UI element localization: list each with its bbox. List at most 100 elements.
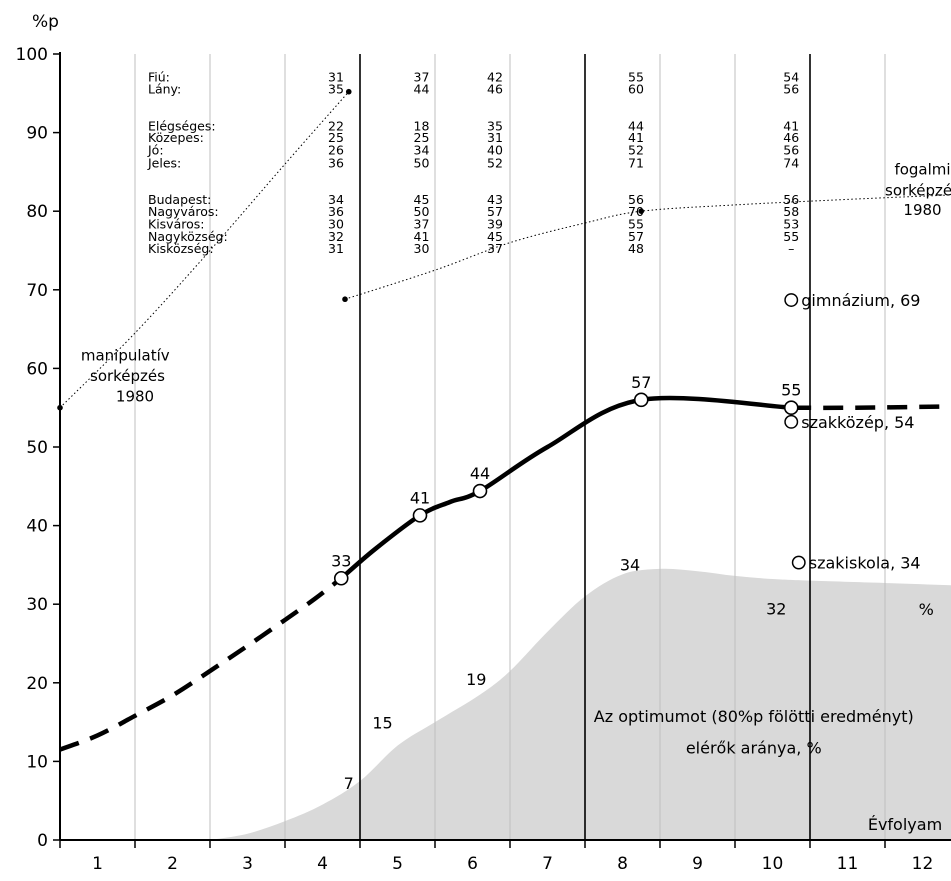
main-series-line (339, 395, 792, 580)
manipulativ-label: sorképzés (90, 367, 165, 385)
main-series-point (472, 483, 488, 499)
table-row-label: Nagyváros: (148, 204, 219, 219)
table-row-label: Budapest: (148, 192, 211, 207)
table-cell: 36 (328, 204, 344, 219)
x-tick-label: 1 (92, 854, 103, 874)
main-series-point (783, 400, 799, 416)
x-tick-label: 8 (617, 854, 628, 874)
optimum-value-label: 32 (766, 599, 786, 618)
y-axis-label: %p (32, 12, 59, 32)
table-cell: 56 (783, 81, 799, 96)
y-tick-label: 0 (37, 831, 48, 851)
x-tick-label: 4 (317, 854, 328, 874)
x-tick-label: 12 (912, 854, 934, 874)
main-series-point (633, 392, 649, 408)
y-tick-label: 30 (26, 595, 48, 615)
main-series-point (333, 570, 349, 586)
x-tick-label: 6 (467, 854, 478, 874)
table-cell: 55 (628, 70, 644, 85)
table-cell: 31 (328, 241, 344, 256)
table-cell: 46 (487, 81, 503, 96)
table-cell: 25 (328, 130, 344, 145)
table-cell: – (788, 241, 794, 256)
x-tick-label: 9 (692, 854, 703, 874)
table-cell: 37 (414, 217, 430, 232)
main-series-value-label: 57 (631, 373, 651, 392)
table-cell: 55 (628, 217, 644, 232)
table-cell: 43 (487, 192, 503, 207)
table-cell: 30 (328, 217, 344, 232)
table-row-label: Jeles: (147, 155, 181, 170)
table-cell: 35 (487, 118, 503, 133)
table-cell: 50 (414, 155, 430, 170)
manipulativ-point (345, 88, 352, 95)
table-cell: 45 (487, 229, 503, 244)
main-series-value-label: 33 (331, 551, 351, 570)
x-tick-label: 5 (392, 854, 403, 874)
optimum-value-label: % (919, 600, 934, 619)
table-cell: 41 (628, 130, 644, 145)
fogalmi-label: fogalmi (894, 160, 950, 178)
table-cell: 30 (414, 241, 430, 256)
table-cell: 41 (414, 229, 430, 244)
table-cell: 40 (487, 143, 503, 158)
table-cell: 35 (328, 81, 344, 96)
table-cell: 46 (783, 130, 799, 145)
school-type-point (784, 414, 799, 429)
table-cell: 45 (414, 192, 430, 207)
fogalmi-label: 1980 (903, 201, 941, 219)
y-tick-label: 70 (26, 281, 48, 301)
main-series-dashed-late (791, 404, 951, 411)
manipulativ-label: manipulatív (81, 347, 170, 365)
y-tick-label: 50 (26, 438, 48, 458)
y-tick-label: 40 (26, 517, 48, 537)
table-row-label: Kisközség: (148, 241, 214, 256)
x-axis-label: Évfolyam (868, 815, 942, 834)
table-row-label: Kisváros: (148, 217, 204, 232)
main-series-value-label: 41 (410, 488, 430, 507)
school-type-label: szakiskola, 34 (809, 554, 921, 573)
main-series-dashed-early (59, 576, 343, 752)
table-cell: 18 (414, 118, 430, 133)
x-tick-label: 3 (242, 854, 253, 874)
table-cell: 31 (328, 70, 344, 85)
table-row-label: Elégséges: (148, 118, 216, 133)
optimum-value-label: 7 (344, 774, 354, 793)
optimum-area-layer (210, 568, 951, 840)
fogalmi-label: sorképzés (885, 181, 951, 199)
manipulativ-curve (59, 91, 350, 409)
table-cell: 71 (628, 155, 644, 170)
optimum-area (210, 568, 951, 840)
table-cell: 56 (783, 143, 799, 158)
y-tick-label: 20 (26, 674, 48, 694)
table-cell: 34 (328, 192, 344, 207)
table-cell: 48 (628, 241, 644, 256)
school-type-label: szakközép, 54 (801, 413, 914, 432)
table-cell: 53 (783, 217, 799, 232)
optimum-value-label: 15 (372, 713, 392, 732)
table-cell: 57 (487, 204, 503, 219)
manipulativ-label: 1980 (116, 387, 154, 405)
table-cell: 37 (414, 70, 430, 85)
optimum-value-label: 19 (466, 670, 486, 689)
table-row-label: Jó: (147, 143, 164, 158)
main-series-value-label: 55 (781, 381, 801, 400)
table-cell: 74 (783, 155, 799, 170)
table-cell: 52 (628, 143, 644, 158)
table-row-label: Nagyközség: (148, 229, 228, 244)
grid-layer (53, 52, 951, 848)
table-cell: 26 (328, 143, 344, 158)
fogalmi-point (342, 296, 348, 303)
table-row-label: Lány: (148, 81, 181, 96)
manipulativ-point (57, 404, 63, 411)
x-tick-label: 10 (762, 854, 784, 874)
main-series-value-label: 44 (470, 464, 490, 483)
fogalmi-curve (344, 194, 951, 300)
school-type-point (784, 293, 799, 307)
table-cell: 25 (414, 130, 430, 145)
table-cell: 36 (328, 155, 344, 170)
table-cell: 55 (783, 229, 799, 244)
main-series-point (412, 508, 428, 523)
table-cell: 44 (628, 118, 644, 133)
